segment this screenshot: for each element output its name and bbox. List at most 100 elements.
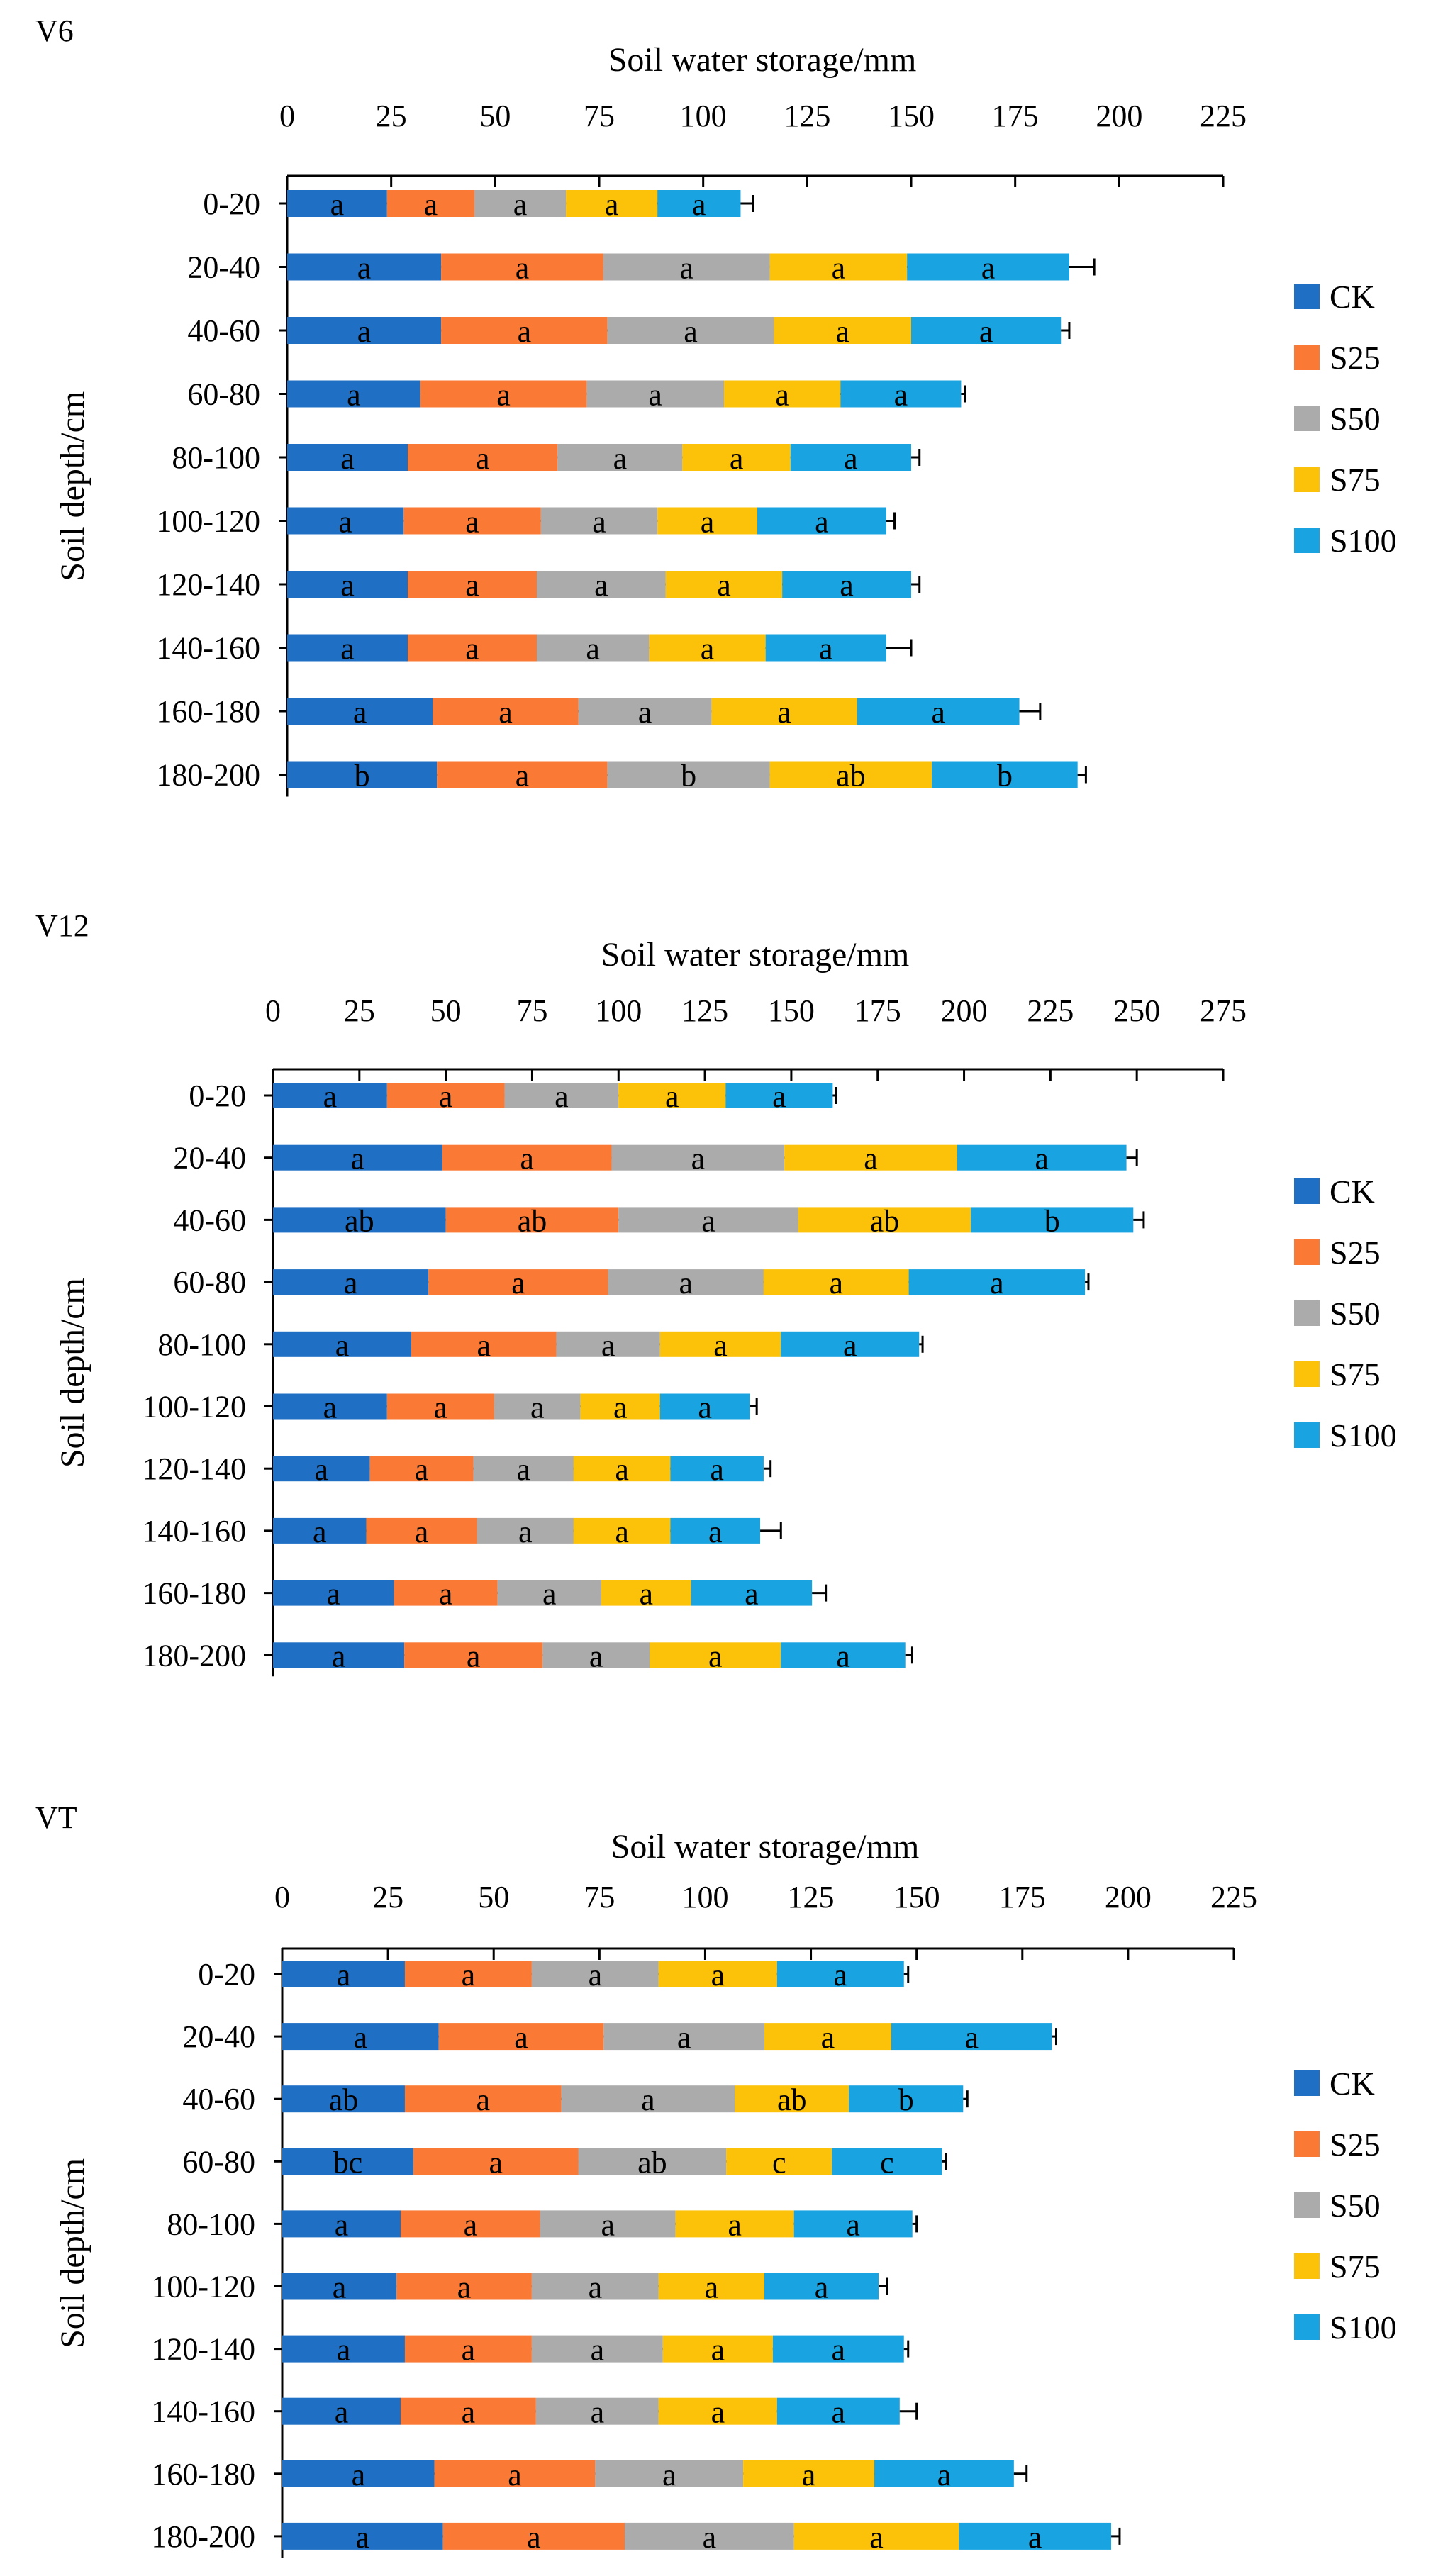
bar-segment-s75 [711, 698, 857, 725]
significance-label: a [638, 695, 652, 730]
bar-segment-ck [282, 2273, 397, 2300]
bar-segment-s75 [798, 1207, 971, 1233]
bar-segment-s100 [782, 571, 911, 598]
x-tick-label: 25 [376, 99, 407, 133]
significance-label: a [615, 1515, 629, 1549]
bar-segment-s25 [413, 2148, 579, 2175]
significance-label: a [639, 1577, 653, 1612]
significance-label: a [333, 2270, 347, 2305]
significance-label: a [415, 1515, 429, 1549]
bar-segment-s50 [542, 1642, 650, 1668]
significance-label: a [518, 1515, 533, 1549]
significance-label: a [477, 1328, 491, 1363]
bar-segment-s50 [556, 1331, 660, 1357]
bar-segment-ck [287, 634, 408, 662]
y-tick-label: 60-80 [187, 377, 260, 412]
legend-label-s50: S50 [1330, 401, 1381, 437]
significance-label: a [832, 2333, 846, 2368]
significance-label: a [894, 378, 908, 413]
x-axis-title: Soil water storage/mm [601, 936, 910, 974]
significance-label: a [829, 1266, 843, 1300]
x-tick-label: 225 [1027, 993, 1074, 1028]
bar-segment-s25 [434, 2460, 596, 2487]
significance-label: a [332, 1639, 346, 1673]
bar-segment-s50 [537, 571, 666, 598]
chart-panel-v12: V12 Soil water storage/mm 0 25 50 75 100 125 150… [35, 908, 1397, 1677]
bar-segment-ck [273, 1331, 411, 1357]
bar-segment-s25 [428, 1269, 608, 1295]
significance-label: a [462, 1958, 476, 1992]
bar-segment-s25 [408, 634, 537, 662]
significance-label: a [981, 251, 996, 286]
bar-segment-s25 [386, 1393, 494, 1420]
chart-panel-v6: V6 Soil water storage/mm 0 25 50 75 100 125 150 1… [35, 13, 1397, 797]
bar-segment-s25 [366, 1517, 477, 1544]
bar-segment-s25 [441, 253, 603, 281]
legend-label-ck: CK [1330, 1173, 1375, 1210]
significance-label: b [1044, 1203, 1060, 1238]
significance-label: a [1028, 2520, 1042, 2555]
panel-title: VT [35, 1800, 77, 1835]
significance-label: a [347, 378, 361, 413]
significance-label: ab [777, 2082, 807, 2117]
significance-label: a [815, 2270, 829, 2305]
x-tick-label: 175 [999, 1880, 1046, 1914]
legend-label-s75: S75 [1330, 1356, 1381, 1393]
x-tick-label: 125 [681, 993, 728, 1028]
significance-label: a [337, 1958, 351, 1992]
bar-segment-s50 [477, 1517, 574, 1544]
bar-segment-s50 [557, 444, 683, 471]
bar-segment-ck [287, 761, 438, 788]
significance-label: a [613, 1390, 628, 1425]
bar-segment-s100 [907, 253, 1069, 281]
x-tick-label: 25 [372, 1880, 403, 1914]
bar-segment-ck [287, 317, 442, 344]
bar-segment-s75 [665, 571, 783, 598]
significance-label: a [1035, 1142, 1049, 1176]
bar-segment-s75 [657, 507, 757, 535]
bar-segment-s25 [438, 2023, 604, 2051]
bar-segment-s50 [586, 380, 724, 408]
legend-label-s100: S100 [1330, 2309, 1397, 2346]
bar-segment-s50 [540, 507, 658, 535]
bar-segment-s50 [535, 2397, 659, 2425]
significance-label: a [465, 632, 479, 667]
significance-label: b [898, 2082, 914, 2117]
bar-segment-s100 [691, 1580, 813, 1606]
significance-label: a [457, 2270, 472, 2305]
y-tick-label: 20-40 [182, 2019, 255, 2054]
bar-segment-s50 [531, 2273, 659, 2300]
significance-label: a [648, 378, 662, 413]
significance-label: b [355, 759, 370, 793]
x-tick-label: 0 [265, 993, 281, 1028]
significance-label: a [615, 1452, 629, 1487]
x-tick-label: 50 [430, 993, 462, 1028]
significance-label: b [997, 759, 1013, 793]
bar-segment-s75 [726, 2148, 832, 2175]
bar-segment-ck [282, 2397, 401, 2425]
bar-segment-s100 [781, 1331, 920, 1357]
significance-label: a [864, 1142, 878, 1176]
significance-label: a [665, 1079, 679, 1114]
significance-label: a [323, 1390, 338, 1425]
significance-label: a [605, 187, 619, 222]
bar-segment-s100 [874, 2460, 1014, 2487]
significance-label: a [692, 187, 706, 222]
significance-label: a [815, 505, 829, 540]
significance-label: a [327, 1577, 341, 1612]
y-tick-label: 180-200 [156, 758, 260, 793]
bar-segment-ck [282, 2148, 413, 2175]
bar-segment-s100 [793, 2210, 913, 2238]
significance-label: a [840, 568, 854, 603]
bar-segment-ck [273, 1144, 442, 1171]
x-axis-title: Soil water storage/mm [608, 41, 917, 79]
x-tick-label: 175 [854, 993, 901, 1028]
bar-segment-ck [287, 253, 442, 281]
legend-swatch-s25 [1294, 1239, 1320, 1265]
bar-segment-s25 [437, 761, 608, 788]
bar-segment-s25 [411, 1331, 557, 1357]
x-tick-label: 0 [274, 1880, 290, 1914]
significance-label: a [679, 1266, 693, 1300]
bar-segment-ck [273, 1393, 387, 1420]
